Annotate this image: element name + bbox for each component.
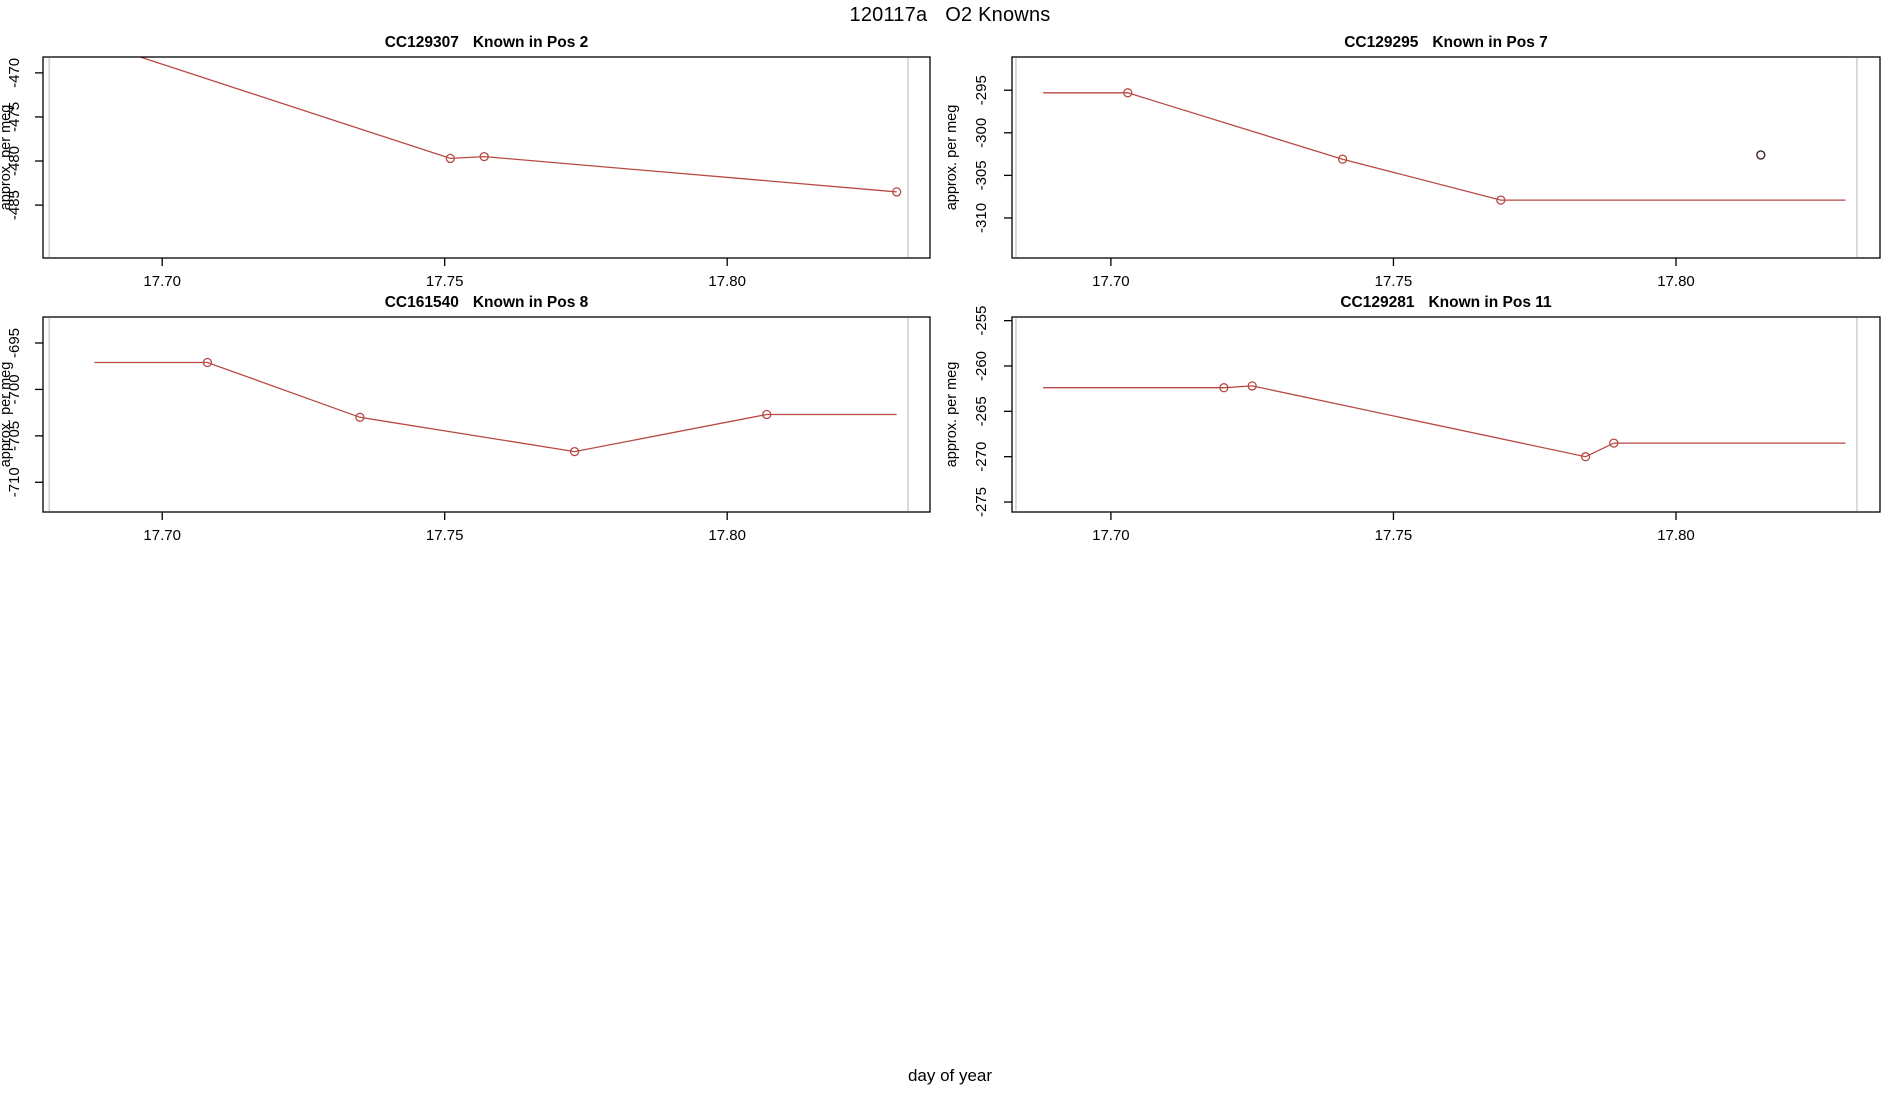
panel-title: CC161540 Known in Pos 8: [385, 294, 589, 311]
y-tick-label: -710: [6, 467, 23, 497]
y-axis-label: approx. per meg: [0, 362, 14, 468]
panel-title-sample: CC129307: [385, 34, 459, 51]
panel-title-pos: Known in Pos 8: [473, 294, 589, 311]
data-point-marker: [1219, 383, 1229, 393]
y-tick-label: -485: [6, 190, 23, 220]
data-point-marker: [479, 151, 489, 162]
data-point-marker: [762, 409, 772, 420]
data-point-marker: [1580, 452, 1591, 462]
x-tick-label: 17.75: [1375, 273, 1413, 290]
panel-title-pos: Known in Pos 11: [1428, 294, 1552, 311]
figure-xlabel: day of year: [907, 1066, 993, 1085]
x-tick-label: 17.70: [143, 527, 181, 544]
data-point-marker: [1247, 381, 1257, 391]
x-tick-label: 17.75: [1375, 527, 1413, 544]
data-point-marker: [1609, 438, 1619, 448]
series-line: [1043, 385, 1846, 458]
y-tick-label: -475: [6, 102, 23, 132]
data-point-marker: [355, 412, 365, 422]
x-tick-label: 17.80: [1657, 273, 1695, 290]
panel-title-sample: CC161540: [385, 294, 459, 311]
y-tick-label: -305: [973, 160, 990, 190]
panel-title-sample: CC129295: [1344, 34, 1418, 51]
panel-title-pos: Known in Pos 2: [473, 34, 588, 51]
y-tick-label: -270: [973, 442, 990, 472]
data-point-marker: [569, 446, 580, 457]
x-tick-label: 17.70: [143, 273, 181, 290]
y-tick-label: -265: [973, 396, 990, 426]
y-tick-label: -695: [6, 328, 23, 358]
y-axis-label: approx. per meg: [944, 362, 960, 468]
y-axis-label: approx. per meg: [0, 105, 14, 211]
axis-box: [42, 56, 931, 259]
panel-CC129295: 17.70 17.75 17.80 -295 -300 -305 -310 approx. p…: [944, 34, 1881, 290]
data-point-marker: [892, 187, 902, 197]
y-tick-label: -295: [973, 75, 990, 105]
figure-title: 120117a O2 Knowns: [0, 4, 1900, 27]
panel-title: CC129281 Known in Pos 11: [1340, 294, 1552, 311]
y-tick-label: -300: [973, 118, 990, 148]
data-point-marker: [202, 357, 213, 368]
y-tick-label: -470: [6, 58, 23, 88]
series-line: [1043, 92, 1846, 201]
x-tick-label: 17.70: [1092, 527, 1130, 544]
x-tick-label: 17.80: [708, 527, 746, 544]
y-tick-label: -480: [6, 146, 23, 176]
data-point-marker: [1337, 154, 1348, 164]
x-tick-label: 17.75: [426, 527, 464, 544]
y-tick-label: -255: [973, 306, 990, 336]
panel-CC129281: 17.70 17.75 17.80 -255 -260 -265 -270 -275 appro…: [944, 294, 1881, 544]
series-line: [138, 57, 897, 193]
y-tick-label: -700: [6, 374, 23, 404]
x-tick-label: 17.80: [1657, 527, 1695, 544]
x-tick-label: 17.75: [426, 273, 464, 290]
x-tick-label: 17.80: [708, 273, 746, 290]
outlier-point-marker: [1756, 150, 1766, 160]
y-tick-label: -275: [973, 487, 990, 517]
x-tick-label: 17.70: [1092, 273, 1130, 290]
y-tick-label: -705: [6, 421, 23, 451]
panel-title: CC129295 Known in Pos 7: [1344, 34, 1548, 51]
panel-title: CC129307 Known in Pos 2: [385, 34, 589, 51]
data-point-marker: [445, 153, 455, 164]
series-line: [94, 361, 897, 453]
panel-title-sample: CC129281: [1340, 294, 1414, 311]
axis-box: [1011, 56, 1881, 259]
y-axis-label: approx. per meg: [944, 105, 960, 211]
axis-box: [1011, 316, 1881, 513]
figure-title-run-id: 120117a: [849, 4, 928, 26]
axis-box: [42, 316, 931, 513]
y-tick-label: -310: [973, 203, 990, 233]
figure-title-text: O2 Knowns: [945, 4, 1051, 26]
y-tick-label: -260: [973, 351, 990, 381]
data-point-marker: [1123, 88, 1133, 98]
panel-title-pos: Known in Pos 7: [1432, 34, 1547, 51]
data-point-marker: [1496, 195, 1506, 205]
